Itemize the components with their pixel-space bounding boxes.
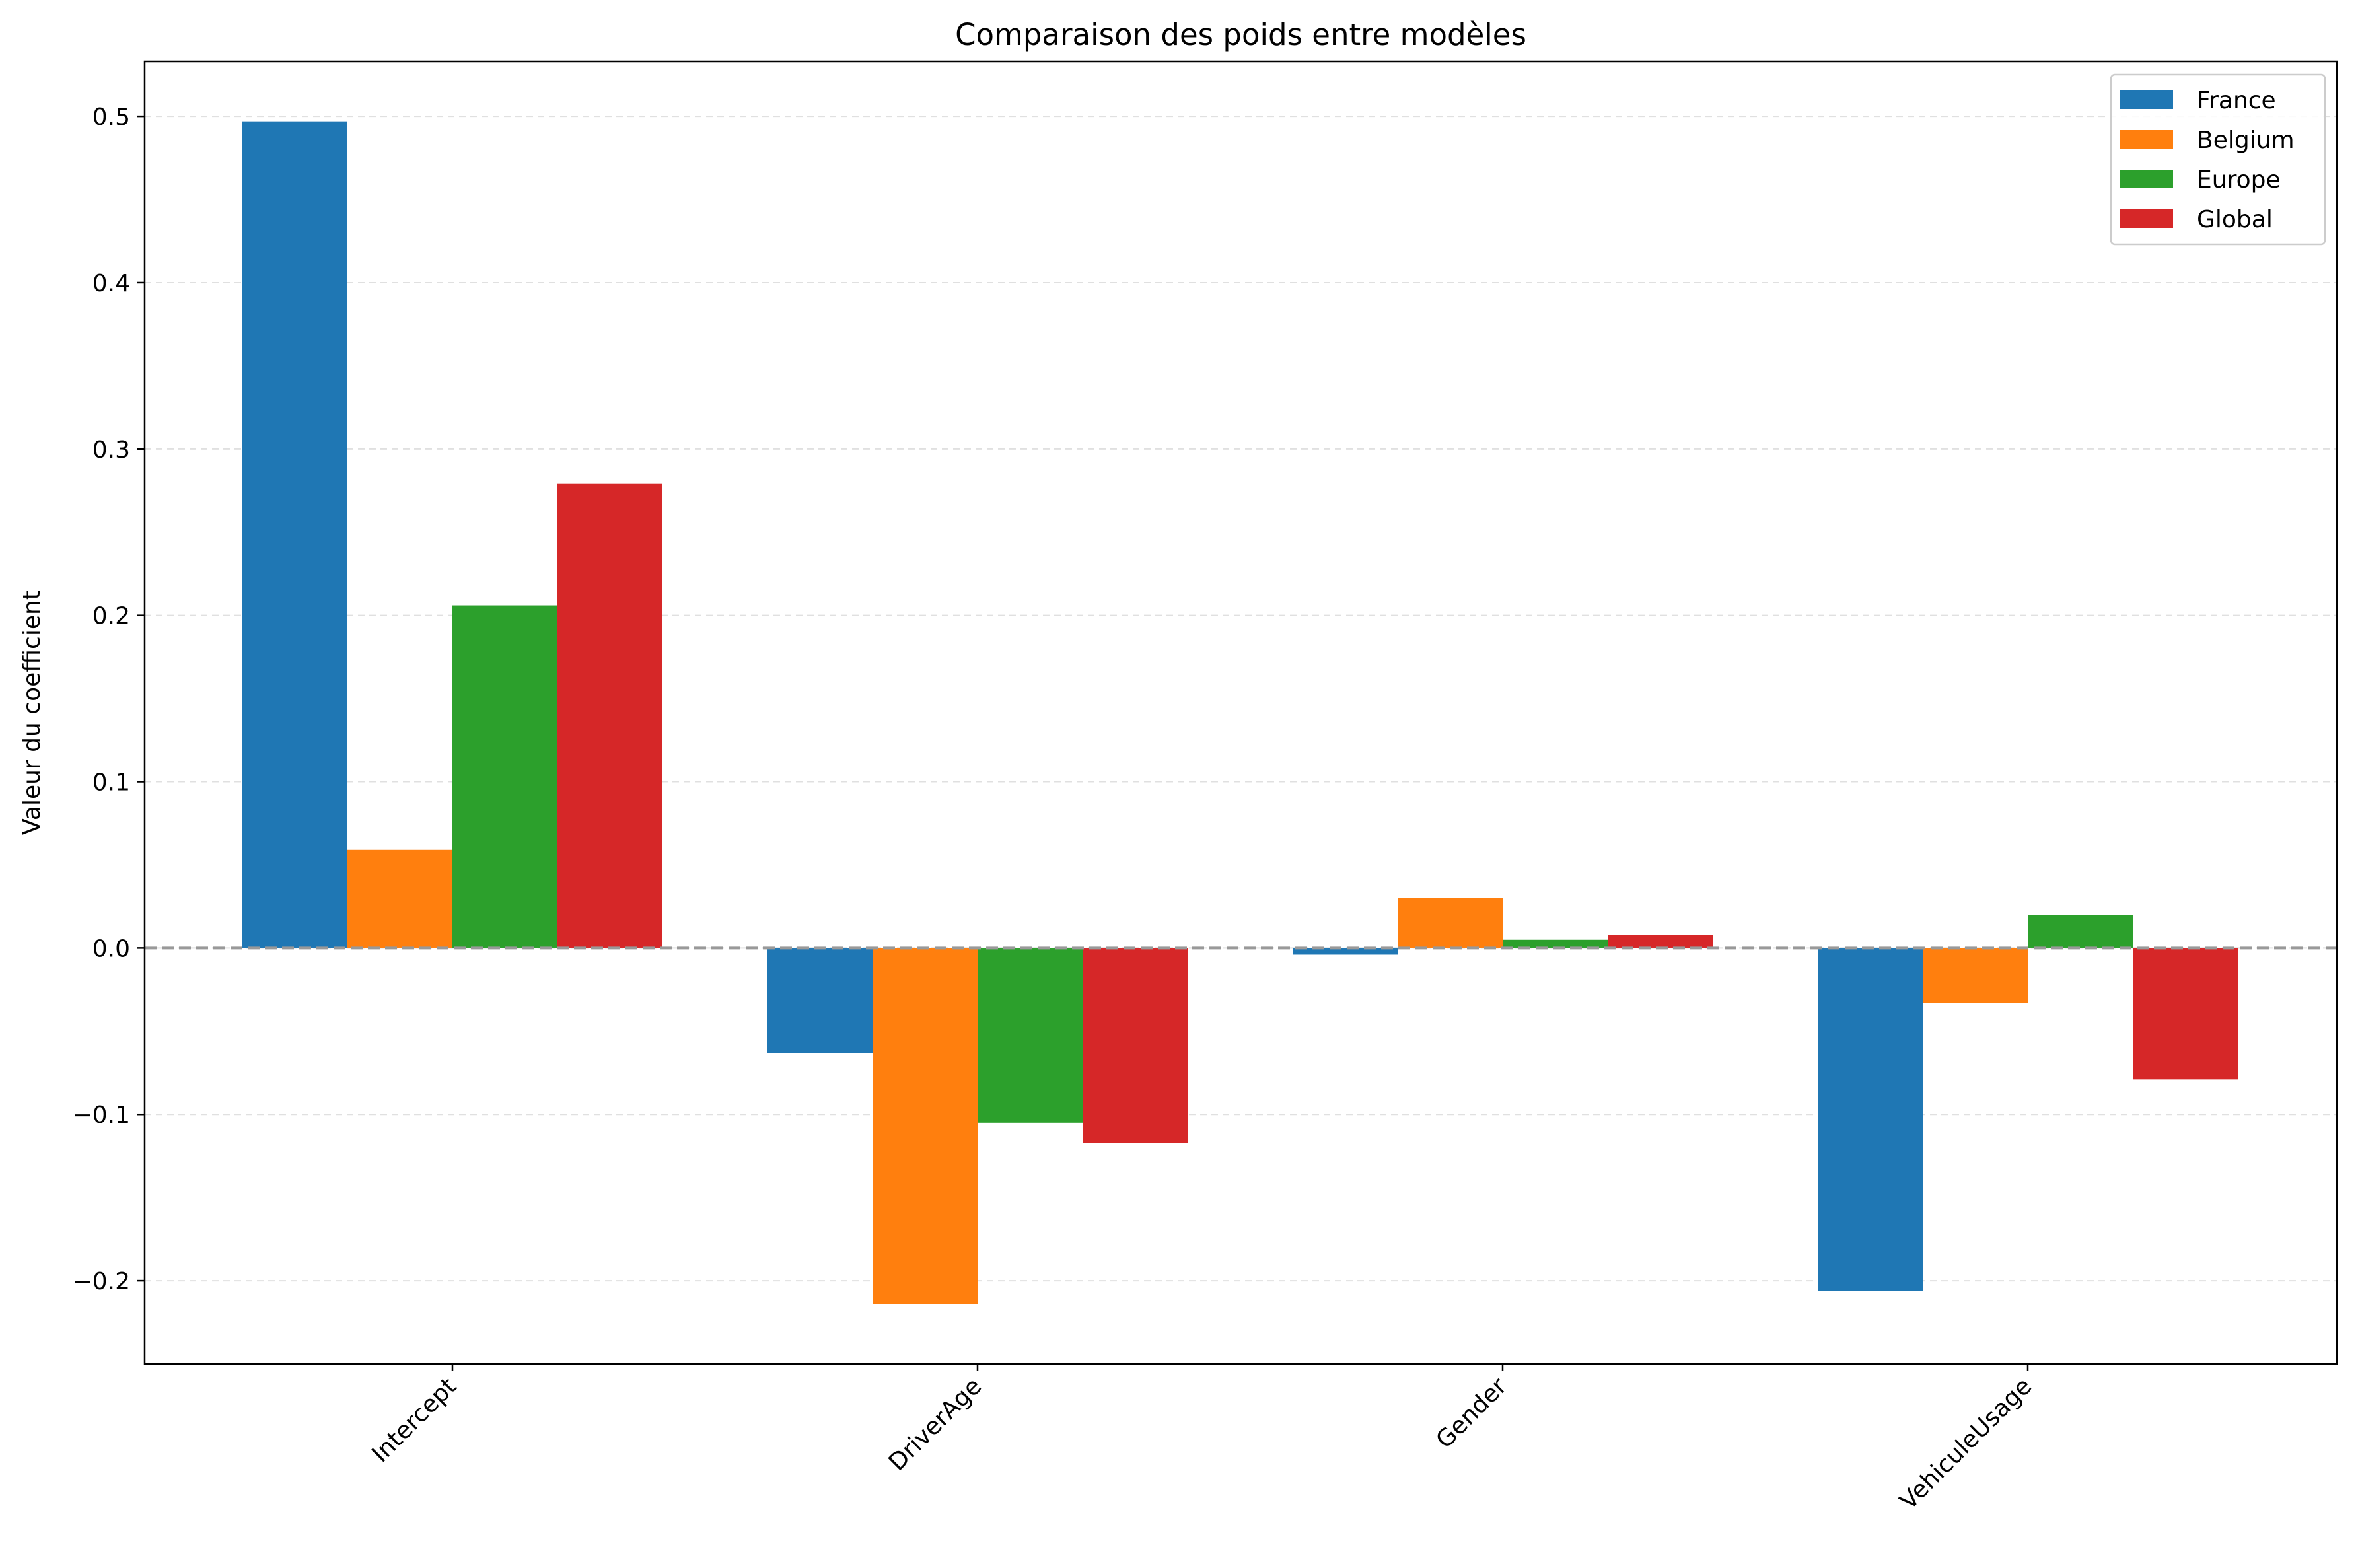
legend-label-europe: Europe <box>2197 166 2281 194</box>
y-tick-label: 0.1 <box>92 769 130 797</box>
y-tick-label: 0.4 <box>92 270 130 297</box>
axes-frame <box>143 60 2338 1365</box>
bar-belgium-gender <box>1398 898 1503 948</box>
chart-title: Comparaison des poids entre modèles <box>955 17 1526 52</box>
legend-swatch-global <box>2120 209 2173 228</box>
bar-europe-intercept <box>452 605 557 948</box>
bar-france-vehiculeusage <box>1818 948 1923 1291</box>
bar-france-intercept <box>242 121 347 948</box>
bar-europe-gender <box>1503 939 1608 948</box>
legend-swatch-france <box>2120 90 2173 109</box>
bar-europe-driverage <box>978 948 1083 1123</box>
legend-swatch-europe <box>2120 170 2173 188</box>
bar-europe-vehiculeusage <box>2028 915 2133 948</box>
legend-label-belgium: Belgium <box>2197 127 2295 154</box>
y-tick-label: 0.2 <box>92 603 130 630</box>
bar-global-driverage <box>1083 948 1188 1143</box>
bar-belgium-intercept <box>347 849 452 948</box>
legend-label-france: France <box>2197 87 2276 114</box>
y-tick-label: 0.3 <box>92 437 130 464</box>
bar-france-driverage <box>767 948 873 1053</box>
y-tick-label: −0.2 <box>73 1268 130 1295</box>
bars <box>242 121 2238 1304</box>
bar-france-gender <box>1293 948 1398 955</box>
y-tick-label: −0.1 <box>73 1102 130 1129</box>
legend[interactable]: France Belgium Europe Global <box>2110 73 2326 246</box>
y-axis-label: Valeur du coefficient <box>18 590 46 835</box>
legend-swatch-belgium <box>2120 130 2173 149</box>
legend-label-global: Global <box>2197 206 2273 233</box>
bar-belgium-vehiculeusage <box>1923 948 2028 1003</box>
bar-belgium-driverage <box>873 948 978 1304</box>
bar-global-vehiculeusage <box>2133 948 2238 1080</box>
y-axis-ticks: −0.2 −0.1 0.0 0.1 0.2 0.3 0.4 0.5 <box>73 104 145 1295</box>
legend-box <box>2110 73 2326 246</box>
y-tick-label: 0.0 <box>92 935 130 962</box>
bar-global-intercept <box>557 483 662 948</box>
bar-global-gender <box>1608 935 1713 948</box>
y-tick-label: 0.5 <box>92 104 130 131</box>
